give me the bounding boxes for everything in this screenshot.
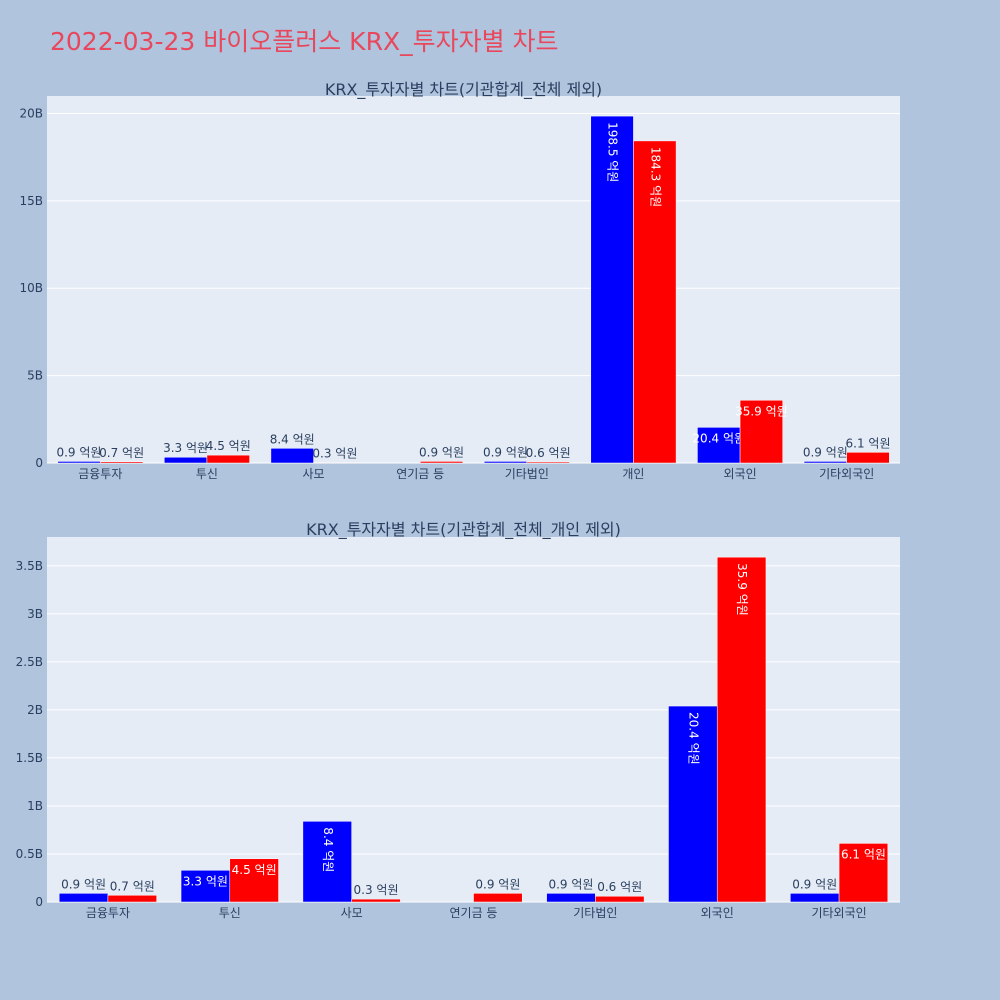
y-tick-label: 3B bbox=[27, 607, 43, 621]
data-label: 184.3 억원 bbox=[648, 147, 662, 207]
bar bbox=[716, 556, 767, 903]
x-tick-label: 기타법인 bbox=[573, 906, 617, 920]
y-tick-label: 3.5B bbox=[16, 559, 43, 573]
data-label: 0.9 억원 bbox=[803, 445, 848, 459]
bar bbox=[100, 461, 144, 464]
y-tick-label: 1.5B bbox=[16, 751, 43, 765]
data-label: 4.5 억원 bbox=[206, 439, 251, 453]
data-label: 0.9 억원 bbox=[792, 877, 837, 891]
data-label: 8.4 억원 bbox=[321, 827, 335, 872]
data-label: 3.3 억원 bbox=[163, 441, 208, 455]
bar bbox=[846, 452, 890, 464]
x-tick-label: 금융투자 bbox=[78, 467, 122, 481]
data-label: 0.9 억원 bbox=[419, 445, 464, 459]
y-tick-label: 20B bbox=[19, 106, 43, 120]
bar bbox=[838, 843, 889, 903]
bar bbox=[546, 893, 596, 903]
x-tick-label: 투신 bbox=[219, 906, 241, 920]
data-label: 0.9 억원 bbox=[56, 445, 101, 459]
x-tick-label: 기타외국인 bbox=[819, 467, 874, 481]
x-tick-label: 투신 bbox=[196, 467, 218, 481]
bar bbox=[229, 858, 279, 903]
plot-area bbox=[47, 537, 900, 902]
data-label: 20.4 억원 bbox=[686, 712, 700, 765]
bar bbox=[302, 821, 352, 903]
data-label: 6.1 억원 bbox=[846, 436, 891, 450]
chart-title: KRX_투자자별 차트(기관합계_전체 제외) bbox=[325, 80, 602, 100]
bar bbox=[57, 461, 101, 464]
data-label: 3.3 억원 bbox=[183, 874, 228, 888]
x-tick-label: 외국인 bbox=[724, 467, 757, 481]
x-tick-label: 기타법인 bbox=[505, 467, 549, 481]
bar bbox=[590, 115, 634, 464]
bar bbox=[739, 400, 783, 464]
bar bbox=[473, 893, 523, 903]
y-tick-label: 0 bbox=[35, 456, 43, 470]
data-label: 0.7 억원 bbox=[99, 446, 144, 460]
data-label: 0.7 억원 bbox=[110, 879, 155, 893]
data-label: 198.5 억원 bbox=[606, 122, 620, 182]
data-label: 0.6 억원 bbox=[526, 446, 571, 460]
bar bbox=[180, 870, 231, 903]
data-label: 35.9 억원 bbox=[735, 404, 788, 418]
y-tick-label: 15B bbox=[19, 194, 43, 208]
bar bbox=[790, 893, 840, 903]
x-tick-label: 사모 bbox=[341, 906, 363, 920]
chart-bottom: KRX_투자자별 차트(기관합계_전체_개인 제외) 0 0.5B 1B 1.5B 2B 2… bbox=[16, 520, 900, 920]
bar bbox=[668, 705, 718, 903]
y-tick-label: 2B bbox=[27, 703, 43, 717]
data-label: 20.4 억원 bbox=[692, 431, 745, 445]
bar bbox=[595, 895, 645, 903]
bar bbox=[270, 448, 314, 464]
x-tick-label: 개인 bbox=[622, 467, 644, 481]
bar bbox=[351, 898, 401, 903]
bar bbox=[313, 462, 357, 464]
data-label: 4.5 억원 bbox=[232, 863, 277, 877]
y-tick-label: 2.5B bbox=[16, 655, 43, 669]
bar bbox=[633, 140, 677, 464]
data-label: 8.4 억원 bbox=[270, 432, 315, 446]
x-tick-label: 기타외국인 bbox=[811, 906, 866, 920]
bar bbox=[58, 893, 109, 903]
bar bbox=[164, 456, 208, 464]
bar bbox=[803, 461, 847, 464]
bar bbox=[483, 461, 528, 464]
data-label: 35.9 억원 bbox=[735, 563, 749, 616]
x-tick-label: 금융투자 bbox=[86, 906, 130, 920]
y-tick-label: 5B bbox=[27, 369, 43, 383]
page-title: 2022-03-23 바이오플러스 KRX_투자자별 차트 bbox=[50, 27, 559, 56]
y-tick-label: 0.5B bbox=[16, 847, 43, 861]
data-label: 0.9 억원 bbox=[61, 877, 106, 891]
bar bbox=[419, 461, 464, 464]
x-tick-label: 사모 bbox=[303, 467, 325, 481]
bar bbox=[107, 895, 157, 903]
x-tick-label: 연기금 등 bbox=[396, 467, 444, 481]
bar bbox=[697, 427, 741, 464]
data-label: 0.3 억원 bbox=[312, 446, 357, 460]
bar bbox=[206, 454, 250, 464]
x-tick-label: 외국인 bbox=[701, 906, 734, 920]
x-tick-label: 연기금 등 bbox=[450, 906, 498, 920]
data-label: 0.9 억원 bbox=[483, 445, 528, 459]
data-label: 0.9 억원 bbox=[475, 877, 520, 891]
chart-title: KRX_투자자별 차트(기관합계_전체_개인 제외) bbox=[306, 520, 621, 540]
data-label: 0.3 억원 bbox=[354, 883, 399, 897]
chart-top: KRX_투자자별 차트(기관합계_전체 제외) 0 5B 10B 15B 20B 금융투자 0… bbox=[19, 80, 900, 481]
data-label: 0.9 억원 bbox=[548, 877, 593, 891]
y-tick-label: 0 bbox=[35, 895, 43, 909]
y-tick-label: 10B bbox=[19, 281, 43, 295]
y-tick-label: 1B bbox=[27, 799, 43, 813]
data-label: 0.6 억원 bbox=[597, 880, 642, 894]
data-label: 6.1 억원 bbox=[841, 847, 886, 861]
bar bbox=[526, 461, 570, 464]
